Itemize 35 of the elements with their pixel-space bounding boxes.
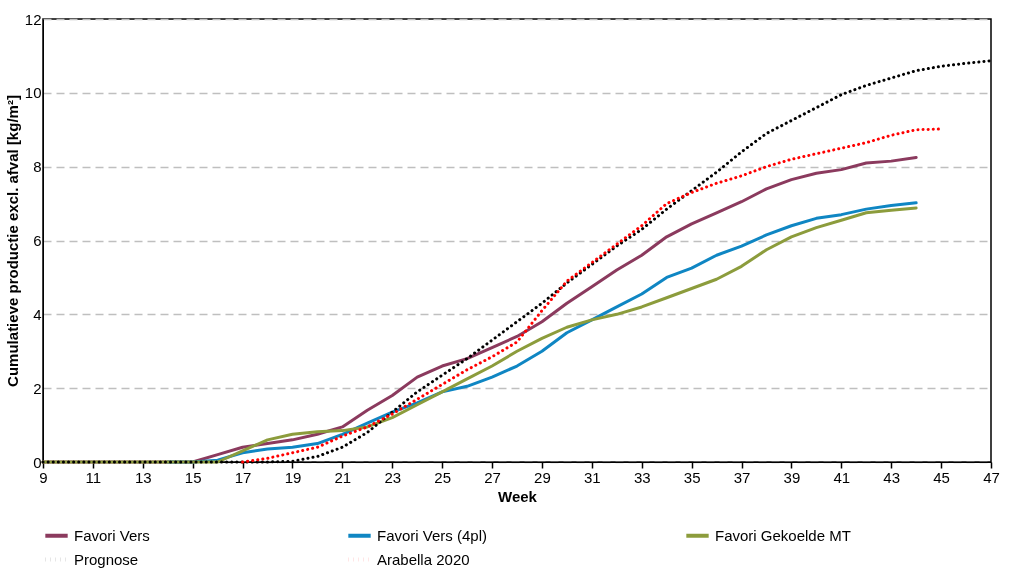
legend-label: Favori Gekoelde MT — [715, 526, 851, 544]
y-axis-title: Cumulatieve productie excl. afval [kg/m²] — [3, 95, 21, 387]
y-tick-label: 6 — [33, 232, 42, 249]
line-series — [241, 127, 943, 464]
x-tick-label: 29 — [534, 468, 551, 486]
y-tick-label: 10 — [24, 84, 42, 102]
x-tick-label: 39 — [783, 468, 801, 486]
x-tick-label: 17 — [234, 468, 252, 486]
x-tick-label: 11 — [85, 468, 102, 486]
x-tick-label: 45 — [933, 468, 950, 486]
legend-label: Favori Vers (4pl) — [377, 526, 488, 544]
x-axis-title: Week — [498, 487, 538, 505]
x-tick-label: 15 — [184, 468, 202, 486]
x-tick-label: 21 — [334, 468, 352, 486]
x-tick-label: 9 — [39, 468, 48, 486]
x-tick-label: 37 — [733, 468, 751, 486]
x-tick-label: 23 — [384, 468, 402, 486]
x-tick-label: 13 — [134, 468, 152, 486]
y-tick-label: 12 — [24, 10, 42, 28]
y-tick-label: 2 — [33, 379, 42, 397]
x-tick-label: 35 — [683, 468, 701, 486]
x-tick-label: 33 — [633, 468, 651, 486]
x-tick-label: 41 — [833, 468, 851, 486]
legend-label: Arabella 2020 — [377, 550, 470, 568]
x-tick-label: 19 — [284, 468, 302, 486]
legend-label: Prognose — [74, 550, 139, 568]
legend-label: Favori Vers — [74, 526, 150, 544]
x-tick-label: 25 — [434, 468, 451, 486]
y-tick-label: 8 — [33, 158, 42, 176]
y-tick-label: 0 — [33, 453, 42, 471]
x-tick-label: 47 — [983, 468, 1000, 486]
x-tick-label: 27 — [484, 468, 501, 486]
x-tick-label: 31 — [584, 468, 601, 486]
x-tick-label: 43 — [883, 468, 901, 486]
y-tick-label: 4 — [33, 305, 42, 323]
